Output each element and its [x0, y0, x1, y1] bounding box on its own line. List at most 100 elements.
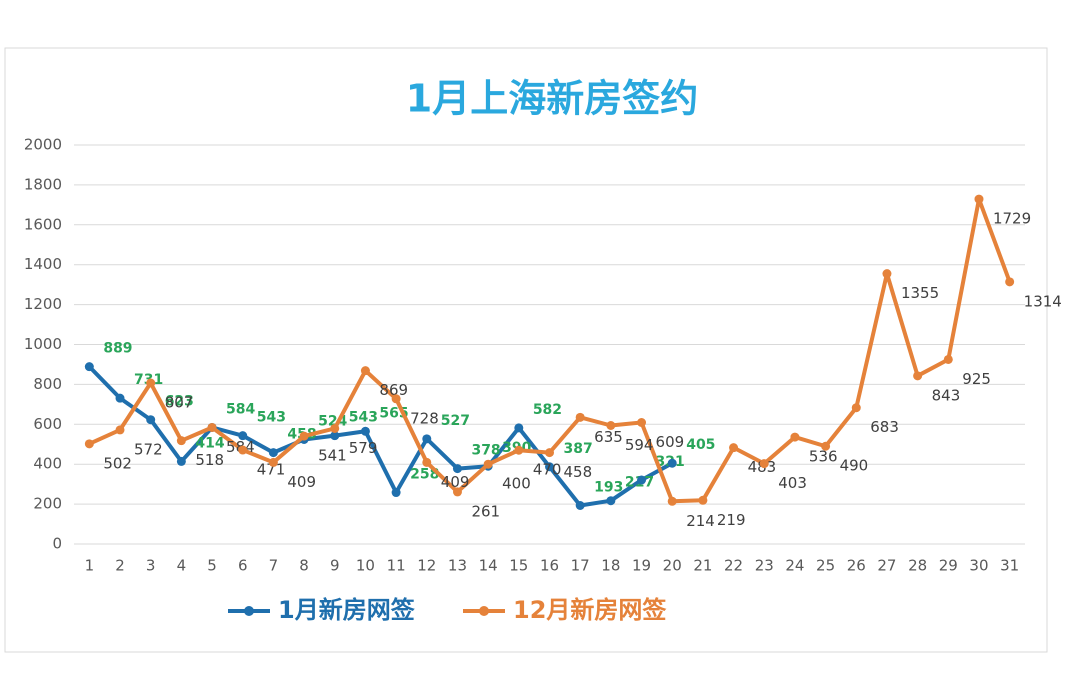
- data-point: [974, 194, 984, 204]
- chart-frame: [4, 47, 1048, 653]
- data-label: 582: [533, 402, 562, 418]
- y-tick-label: 0: [52, 535, 62, 553]
- x-tick-label: 4: [177, 557, 187, 575]
- data-label: 635: [594, 428, 623, 446]
- data-point: [667, 496, 677, 506]
- x-tick-label: 30: [969, 557, 988, 575]
- x-tick-label: 13: [448, 557, 467, 575]
- x-tick-label: 16: [540, 557, 559, 575]
- data-point: [637, 418, 647, 428]
- x-tick-label: 29: [939, 557, 958, 575]
- data-point: [483, 459, 493, 469]
- data-point: [238, 431, 248, 441]
- x-tick-label: 5: [207, 557, 217, 575]
- data-label: 193: [594, 479, 623, 495]
- x-tick-label: 27: [877, 557, 896, 575]
- data-label: 502: [103, 454, 132, 472]
- y-tick-label: 400: [33, 455, 62, 473]
- data-point: [913, 371, 923, 381]
- x-tick-label: 14: [479, 557, 498, 575]
- x-tick-label: 21: [693, 557, 712, 575]
- data-point: [115, 393, 125, 403]
- data-label: 541: [318, 447, 347, 465]
- data-label: 536: [809, 448, 838, 466]
- data-point: [452, 464, 462, 474]
- data-point: [268, 457, 278, 467]
- x-tick-label: 23: [755, 557, 774, 575]
- data-label: 728: [410, 409, 439, 427]
- data-label: 1355: [901, 284, 939, 302]
- data-label: 543: [349, 410, 378, 426]
- y-tick-label: 200: [33, 495, 62, 513]
- x-tick-label: 12: [417, 557, 436, 575]
- data-point: [391, 394, 401, 404]
- x-tick-label: 18: [601, 557, 620, 575]
- data-label: 518: [195, 451, 224, 469]
- data-label: 214: [686, 512, 715, 530]
- legend-label: 1月新房网签: [278, 596, 416, 624]
- data-label: 414: [195, 435, 224, 451]
- data-label: 807: [165, 394, 194, 412]
- x-tick-label: 8: [299, 557, 309, 575]
- data-point: [759, 459, 769, 469]
- data-point: [422, 457, 432, 467]
- legend-marker: [244, 606, 254, 616]
- data-point: [514, 423, 524, 433]
- data-label: 400: [502, 475, 531, 493]
- data-point: [637, 475, 647, 485]
- data-label: 579: [349, 439, 378, 457]
- data-label: 490: [840, 457, 869, 475]
- data-point: [667, 458, 677, 468]
- data-point: [729, 443, 739, 453]
- data-label: 869: [379, 381, 408, 399]
- x-tick-label: 2: [115, 557, 125, 575]
- chart-title: 1月上海新房签约: [406, 77, 698, 121]
- data-label: 623: [165, 394, 194, 410]
- data-point: [882, 269, 892, 279]
- data-point: [545, 462, 554, 472]
- y-tick-label: 1800: [24, 175, 62, 193]
- data-point: [146, 378, 156, 388]
- data-label: 403: [778, 474, 807, 492]
- data-label: 409: [441, 473, 470, 491]
- data-label: 261: [471, 502, 500, 520]
- data-label: 584: [226, 401, 255, 417]
- y-tick-label: 1400: [24, 255, 62, 273]
- x-tick-label: 10: [356, 557, 375, 575]
- x-tick-label: 20: [663, 557, 682, 575]
- data-label: 843: [932, 386, 961, 404]
- x-tick-label: 22: [724, 557, 743, 575]
- data-label: 458: [564, 463, 593, 481]
- data-label: 219: [717, 511, 746, 529]
- data-point: [84, 439, 94, 449]
- legend-marker: [479, 606, 489, 616]
- data-label: 387: [564, 441, 593, 457]
- data-point: [238, 445, 248, 455]
- data-point: [84, 362, 94, 372]
- data-point: [207, 422, 217, 432]
- data-point: [821, 441, 831, 451]
- data-point: [330, 431, 340, 441]
- y-tick-label: 1000: [24, 335, 62, 353]
- y-tick-label: 800: [33, 375, 62, 393]
- data-point: [360, 426, 370, 436]
- data-point: [330, 423, 340, 433]
- data-point: [851, 403, 861, 413]
- data-point: [606, 496, 616, 506]
- data-point: [115, 425, 125, 435]
- data-point: [790, 432, 800, 442]
- x-tick-label: 7: [269, 557, 279, 575]
- data-point: [360, 366, 370, 376]
- data-label: 889: [103, 341, 132, 357]
- data-point: [698, 495, 708, 505]
- x-tick-label: 15: [509, 557, 528, 575]
- data-label: 409: [287, 473, 316, 491]
- x-tick-label: 9: [330, 557, 340, 575]
- data-label: 378: [471, 443, 500, 459]
- data-label: 609: [656, 433, 685, 451]
- data-label: 683: [870, 418, 899, 436]
- x-tick-label: 3: [146, 557, 156, 575]
- data-point: [299, 431, 309, 441]
- x-tick-label: 11: [387, 557, 406, 575]
